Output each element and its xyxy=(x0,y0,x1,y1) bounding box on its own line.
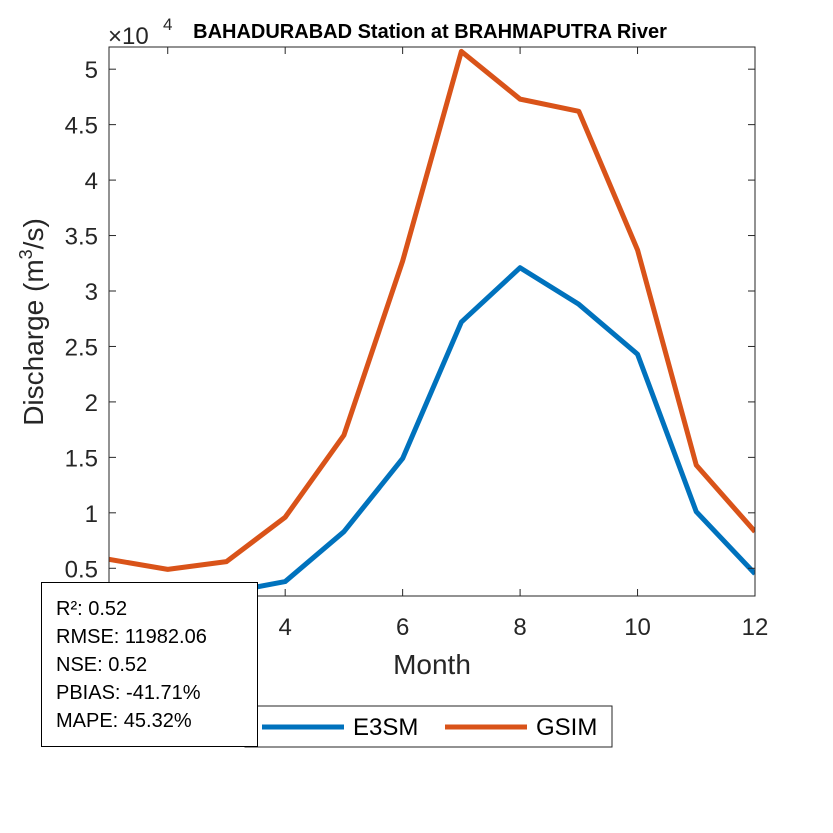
x-tick-label: 8 xyxy=(513,614,526,641)
y-tick-label: 3 xyxy=(85,279,98,306)
stat-r2: R²: 0.52 xyxy=(56,598,128,620)
x-tick-label: 6 xyxy=(396,614,409,641)
y-axis-label-suffix: /s) xyxy=(18,218,49,249)
x-tick-label: 4 xyxy=(279,614,292,641)
x-tick-label: 12 xyxy=(742,614,769,641)
y-exponent-base: ×10 xyxy=(108,23,149,50)
x-axis-label: Month xyxy=(393,649,471,680)
stats-box: R²: 0.52 RMSE: 11982.06 NSE: 0.52 PBIAS:… xyxy=(41,582,258,747)
stat-pbias: PBIAS: -41.71% xyxy=(56,682,201,704)
y-tick-label: 1.5 xyxy=(65,445,98,472)
stat-mape: MAPE: 45.32% xyxy=(56,710,192,732)
y-exponent-power: 4 xyxy=(163,15,172,34)
legend-label-gsim: GSIM xyxy=(536,714,597,741)
y-tick-label: 0.5 xyxy=(65,556,98,583)
y-tick-label: 4.5 xyxy=(65,113,98,140)
y-tick-label: 2 xyxy=(85,390,98,417)
plot-frame xyxy=(108,46,756,597)
y-tick-label: 4 xyxy=(85,168,98,195)
x-tick-label: 10 xyxy=(624,614,651,641)
series-line-gsim xyxy=(109,48,755,572)
y-tick-label: 5 xyxy=(85,57,98,84)
chart-title: BAHADURABAD Station at BRAHMAPUTRA River xyxy=(193,21,667,43)
stat-rmse: RMSE: 11982.06 xyxy=(56,626,207,648)
plot-area xyxy=(109,47,755,596)
y-tick-label: 3.5 xyxy=(65,224,98,251)
y-tick-label: 2.5 xyxy=(65,334,98,361)
y-axis-label-main: Discharge (m xyxy=(18,259,49,425)
y-axis-label-superscript: 3 xyxy=(16,249,36,259)
legend-label-e3sm: E3SM xyxy=(353,714,418,741)
stat-nse: NSE: 0.52 xyxy=(56,654,148,676)
y-axis-label: Discharge (m3/s) xyxy=(16,218,49,426)
legend: E3SM GSIM xyxy=(244,705,613,748)
ticks-group: 246810120.511.522.533.544.55 xyxy=(65,47,769,641)
y-tick-label: 1 xyxy=(85,501,98,528)
